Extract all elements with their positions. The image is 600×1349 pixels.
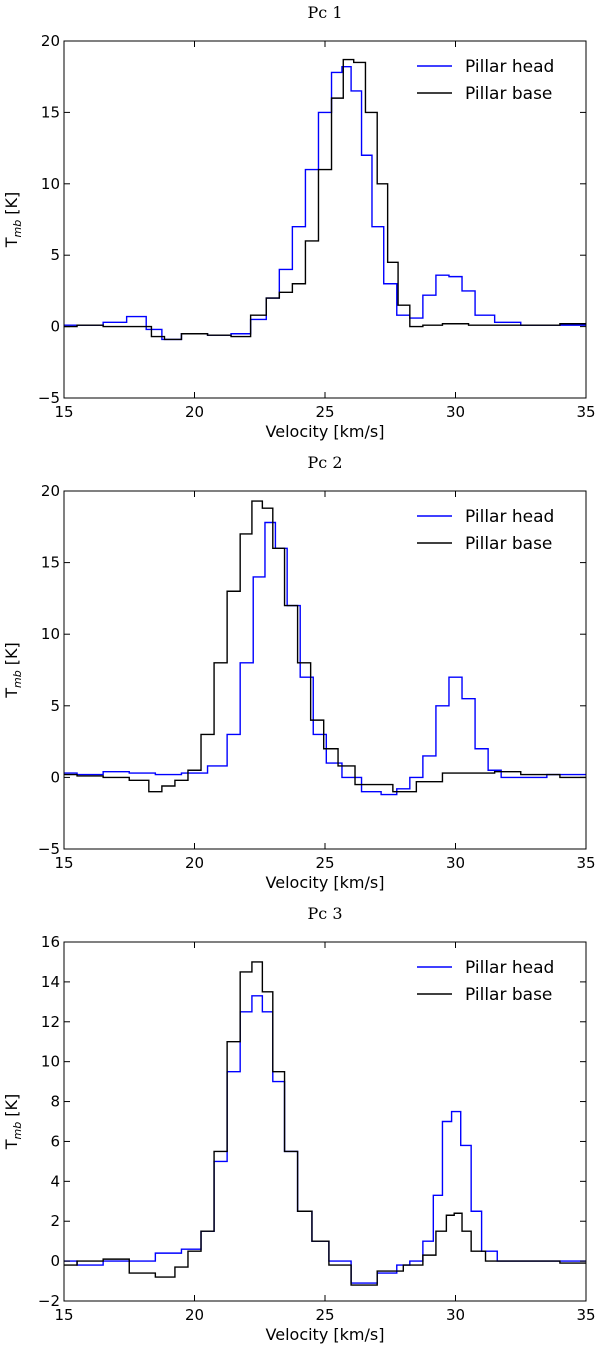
y-axis-label-subscript: mb [11,220,24,238]
chart-title: Pc 1 [308,3,343,22]
y-tick-label: −5 [38,389,60,407]
series-line-pillar-head [64,521,586,796]
y-axis-label-main: T [2,1139,21,1150]
x-tick-label: 30 [446,403,465,421]
x-axis-label: Velocity [km/s] [266,873,385,892]
y-tick-label: 2 [50,1212,60,1230]
legend-label: Pillar head [465,57,554,77]
y-axis-label-subscript: mb [11,1122,24,1140]
y-axis-label: Tmb [K] [2,642,24,699]
x-tick-label: 30 [446,1306,465,1324]
y-tick-label: −5 [38,840,60,858]
x-tick-label: 15 [54,1306,73,1324]
legend: Pillar head Pillar base [417,958,554,1005]
y-axis-label-subscript: mb [11,670,24,688]
x-tick-label: 15 [54,403,73,421]
y-tick-label: 10 [41,625,60,643]
series-line-pillar-base [64,58,586,341]
y-axis-label-unit: [K] [2,1094,21,1122]
y-tick-label: 15 [41,554,60,572]
chart-panel-2: 15 20 25 30 35 −5 0 5 10 15 20 Pc 2 Velocity [km/s] T… [2,453,596,892]
legend-label: Pillar head [465,958,554,978]
x-tick-label: 35 [576,854,595,872]
x-tick-label: 25 [315,403,334,421]
y-tick-label: 10 [41,1053,60,1071]
chart-panel-1: 15 20 25 30 35 −5 0 5 10 15 20 Pc 1 Velocity [km/s] T… [2,3,596,441]
y-tick-label: 0 [50,1252,60,1270]
legend-label: Pillar base [465,534,552,554]
chart-panel-3: 15 20 25 30 35 −2 0 2 4 6 8 10 12 14 16 Pc 3 Velocity [k… [2,904,596,1344]
x-tick-label: 35 [576,1306,595,1324]
y-tick-label: 20 [41,482,60,500]
y-tick-label: 4 [50,1172,60,1190]
y-tick-label: 15 [41,103,60,121]
y-axis-label: Tmb [K] [2,192,24,249]
x-axis-label: Velocity [km/s] [266,422,385,441]
chart-title: Pc 3 [308,904,343,923]
y-tick-label: 10 [41,175,60,193]
y-axis-label-unit: [K] [2,192,21,220]
chart-title: Pc 2 [308,453,343,472]
x-tick-label: 20 [185,1306,204,1324]
x-tick-label: 30 [446,854,465,872]
y-tick-label: 16 [41,933,60,951]
legend-label: Pillar base [465,985,552,1005]
y-axis-label-unit: [K] [2,642,21,670]
x-tick-label: 20 [185,854,204,872]
y-tick-label: 14 [41,973,60,991]
y-tick-label: 0 [50,768,60,786]
legend-label: Pillar base [465,84,552,104]
legend: Pillar head Pillar base [417,57,554,104]
y-tick-label: 6 [50,1132,60,1150]
y-tick-label: 5 [50,246,60,264]
x-tick-label: 15 [54,854,73,872]
series-line-pillar-base [64,961,586,1286]
y-tick-label: −2 [38,1292,60,1310]
x-tick-label: 25 [315,854,334,872]
y-tick-label: 5 [50,697,60,715]
y-tick-label: 20 [41,32,60,50]
y-axis-label-main: T [2,688,21,699]
legend: Pillar head Pillar base [417,507,554,554]
x-axis-label: Velocity [km/s] [266,1325,385,1344]
y-axis-label-main: T [2,237,21,248]
series-line-pillar-base [64,500,586,793]
x-tick-label: 20 [185,403,204,421]
y-tick-label: 0 [50,318,60,336]
y-tick-label: 8 [50,1093,60,1111]
x-tick-label: 25 [315,1306,334,1324]
x-tick-label: 35 [576,403,595,421]
y-axis-label: Tmb [K] [2,1094,24,1151]
y-tick-label: 12 [41,1013,60,1031]
legend-label: Pillar head [465,507,554,527]
